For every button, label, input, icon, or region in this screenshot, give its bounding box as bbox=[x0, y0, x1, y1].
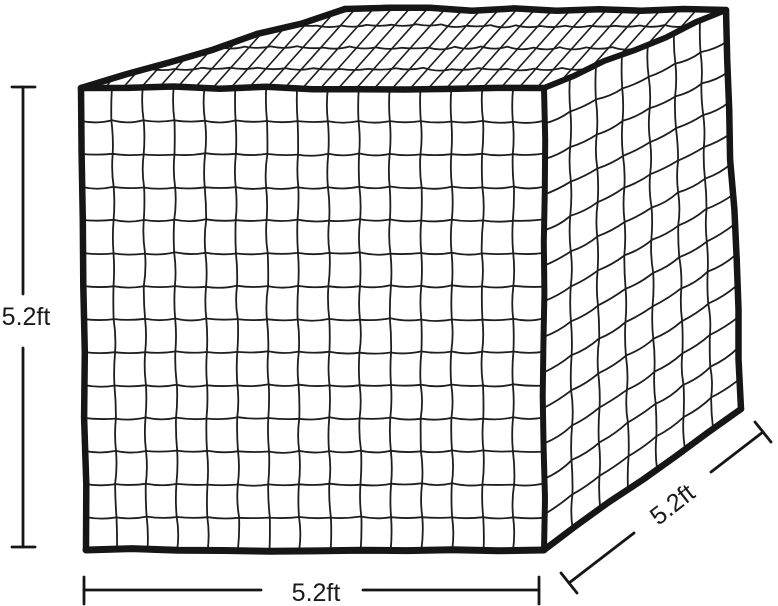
net-line bbox=[363, 9, 453, 88]
net-line bbox=[543, 254, 737, 374]
net-line bbox=[381, 9, 471, 88]
net-line bbox=[543, 223, 736, 338]
net-line bbox=[291, 23, 691, 29]
net-line bbox=[81, 185, 545, 190]
edge-line bbox=[77, 84, 90, 554]
depth-dimension-label: 5.2ft bbox=[645, 479, 701, 531]
cube-edges bbox=[77, 4, 745, 555]
net-line bbox=[84, 482, 545, 487]
net-line bbox=[543, 193, 734, 303]
net-line bbox=[597, 9, 687, 88]
net-line bbox=[543, 316, 739, 445]
net-line bbox=[84, 515, 545, 520]
height-dimension-label: 5.2ft bbox=[2, 303, 51, 331]
net-line bbox=[507, 9, 597, 88]
net-line bbox=[453, 9, 543, 88]
netting-cube bbox=[77, 4, 745, 555]
dimension-annotations: 5.2ft 5.2ft 5.2ft bbox=[2, 85, 773, 606]
depth-dimension-line bbox=[559, 420, 773, 595]
net-line bbox=[698, 20, 714, 431]
edge-line bbox=[82, 545, 548, 555]
height-dimension-line bbox=[10, 85, 37, 549]
edge-line bbox=[722, 6, 745, 413]
dimension-stroke bbox=[709, 430, 765, 474]
edge-line bbox=[77, 5, 349, 92]
net-line bbox=[620, 53, 630, 491]
width-dimension-label: 5.2ft bbox=[292, 579, 341, 606]
net-line bbox=[81, 251, 545, 256]
edge-line bbox=[540, 405, 745, 554]
net-line bbox=[594, 64, 602, 511]
net-line bbox=[83, 350, 545, 355]
net-line bbox=[543, 162, 733, 267]
dimension-stroke bbox=[567, 531, 636, 585]
net-line bbox=[471, 9, 561, 88]
net-line bbox=[543, 377, 742, 516]
net-line bbox=[543, 40, 729, 125]
net-line bbox=[83, 416, 545, 421]
net-line bbox=[435, 9, 525, 88]
net-line bbox=[82, 317, 545, 322]
net-line bbox=[543, 285, 738, 409]
net-line bbox=[543, 100, 731, 196]
cube-front-face bbox=[80, 87, 545, 551]
net-line bbox=[291, 9, 381, 88]
net-line bbox=[543, 346, 740, 480]
net-line bbox=[327, 9, 417, 88]
net-line bbox=[273, 9, 363, 88]
edge-line bbox=[539, 85, 549, 553]
net-line bbox=[84, 449, 545, 454]
cube-right-face bbox=[543, 20, 742, 531]
net-line bbox=[646, 42, 658, 471]
net-line bbox=[82, 284, 545, 289]
net-line bbox=[83, 383, 545, 388]
net-line bbox=[81, 218, 545, 223]
net-line bbox=[80, 119, 545, 124]
net-line bbox=[80, 152, 545, 157]
net-line bbox=[217, 45, 640, 51]
net-line bbox=[417, 9, 507, 88]
net-line bbox=[399, 9, 489, 88]
edge-line bbox=[77, 83, 548, 93]
width-dimension-line bbox=[82, 575, 541, 606]
net-line bbox=[525, 9, 615, 88]
edge-line bbox=[541, 7, 729, 91]
net-line bbox=[543, 132, 732, 232]
net-line bbox=[543, 71, 729, 160]
net-line bbox=[672, 31, 686, 451]
net-line bbox=[255, 9, 345, 88]
net-line bbox=[146, 66, 591, 72]
net-line bbox=[309, 9, 399, 88]
net-line bbox=[568, 76, 574, 531]
dimension-stroke bbox=[753, 420, 773, 444]
edge-line bbox=[341, 4, 730, 15]
net-line bbox=[345, 9, 435, 88]
net-line bbox=[489, 9, 579, 88]
